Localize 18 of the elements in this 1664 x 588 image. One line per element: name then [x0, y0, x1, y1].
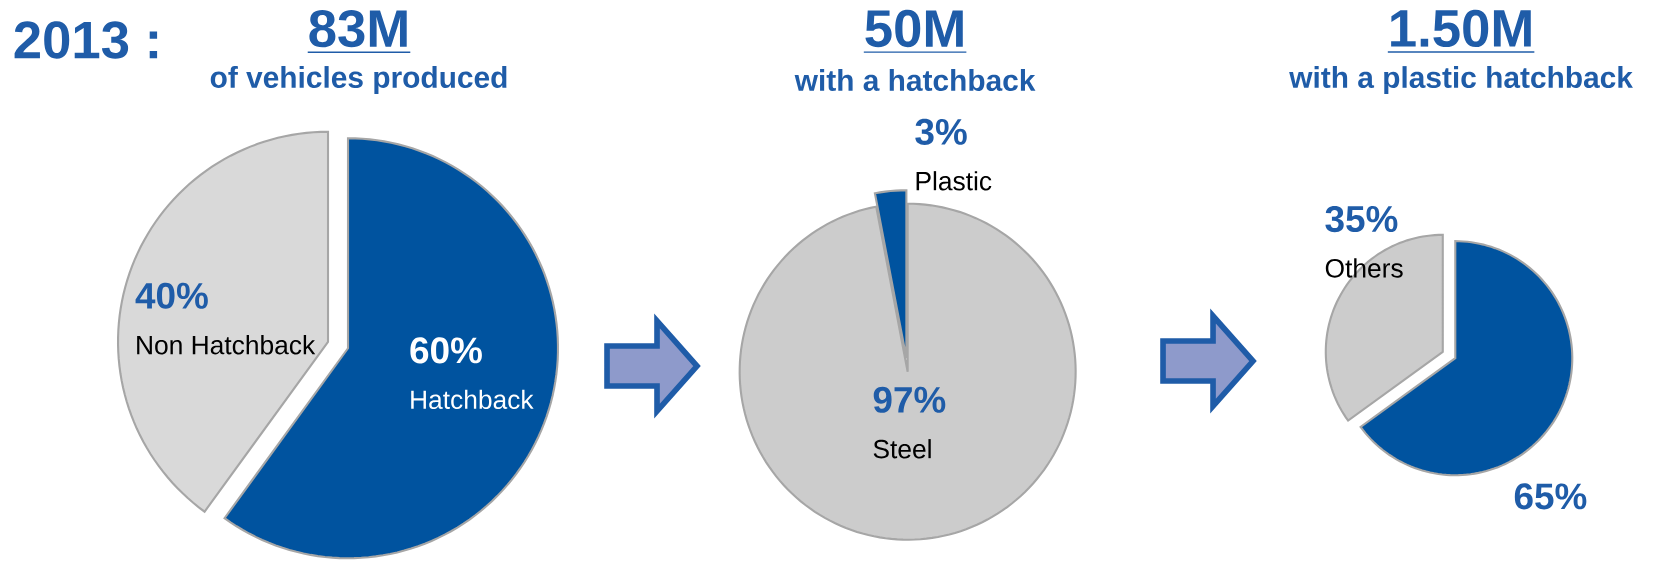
chart-subtitle: with a plastic hatchback — [1289, 66, 1633, 94]
slice-label: Hatchback — [411, 389, 534, 410]
chart-subtitle: of vehicles produced — [210, 66, 507, 94]
data-label: 97% — [873, 386, 946, 413]
chart-title: 50M — [865, 9, 963, 48]
data-label: 65% — [1514, 483, 1587, 510]
slice-label: Steel — [873, 439, 931, 459]
text: 2013 : — [14, 21, 158, 59]
data-label: 35% — [1325, 205, 1398, 233]
chart-title: 1.50M — [1391, 9, 1531, 48]
data-label: 60% — [410, 337, 482, 364]
data-label: 3% — [915, 118, 967, 145]
slice-label: Non Hatchback — [137, 335, 316, 355]
chart-title: 83M — [309, 9, 407, 48]
chart-subtitle: with a hatchback — [794, 69, 1036, 92]
slice-label: Others — [1325, 258, 1403, 278]
data-label: 40% — [135, 282, 208, 309]
slice-label: Plastic — [916, 171, 992, 191]
